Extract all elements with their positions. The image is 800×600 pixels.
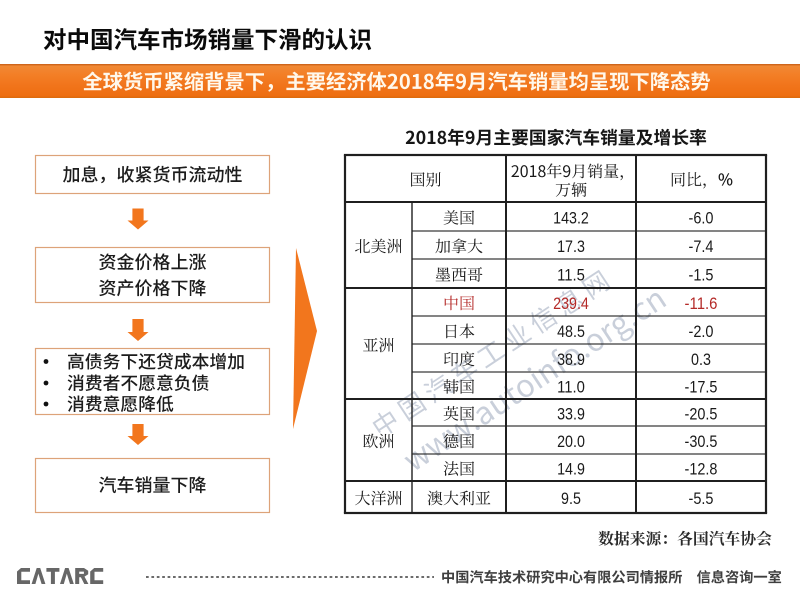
svg-text:38.9: 38.9: [557, 350, 585, 369]
svg-text:11.5: 11.5: [557, 266, 585, 285]
svg-text:-6.0: -6.0: [689, 209, 714, 228]
svg-text:-20.5: -20.5: [685, 405, 718, 424]
svg-text:-17.5: -17.5: [685, 378, 718, 397]
svg-text:-7.4: -7.4: [689, 237, 714, 256]
svg-text:17.3: 17.3: [557, 237, 585, 256]
svg-text:0.3: 0.3: [691, 350, 711, 369]
svg-text:-30.5: -30.5: [685, 432, 718, 451]
svg-text:-11.6: -11.6: [685, 294, 718, 313]
svg-text:143.2: 143.2: [553, 209, 589, 228]
svg-text:9.5: 9.5: [561, 489, 581, 508]
svg-text:-5.5: -5.5: [689, 489, 714, 508]
svg-text:11.0: 11.0: [557, 378, 585, 397]
svg-text:33.9: 33.9: [557, 405, 585, 424]
svg-text:14.9: 14.9: [557, 460, 585, 479]
svg-text:-2.0: -2.0: [689, 322, 714, 341]
svg-text:48.5: 48.5: [557, 322, 585, 341]
svg-text:239.4: 239.4: [553, 294, 589, 313]
svg-text:-1.5: -1.5: [689, 266, 714, 285]
svg-text:-12.8: -12.8: [685, 460, 718, 479]
svg-text:20.0: 20.0: [557, 432, 585, 451]
